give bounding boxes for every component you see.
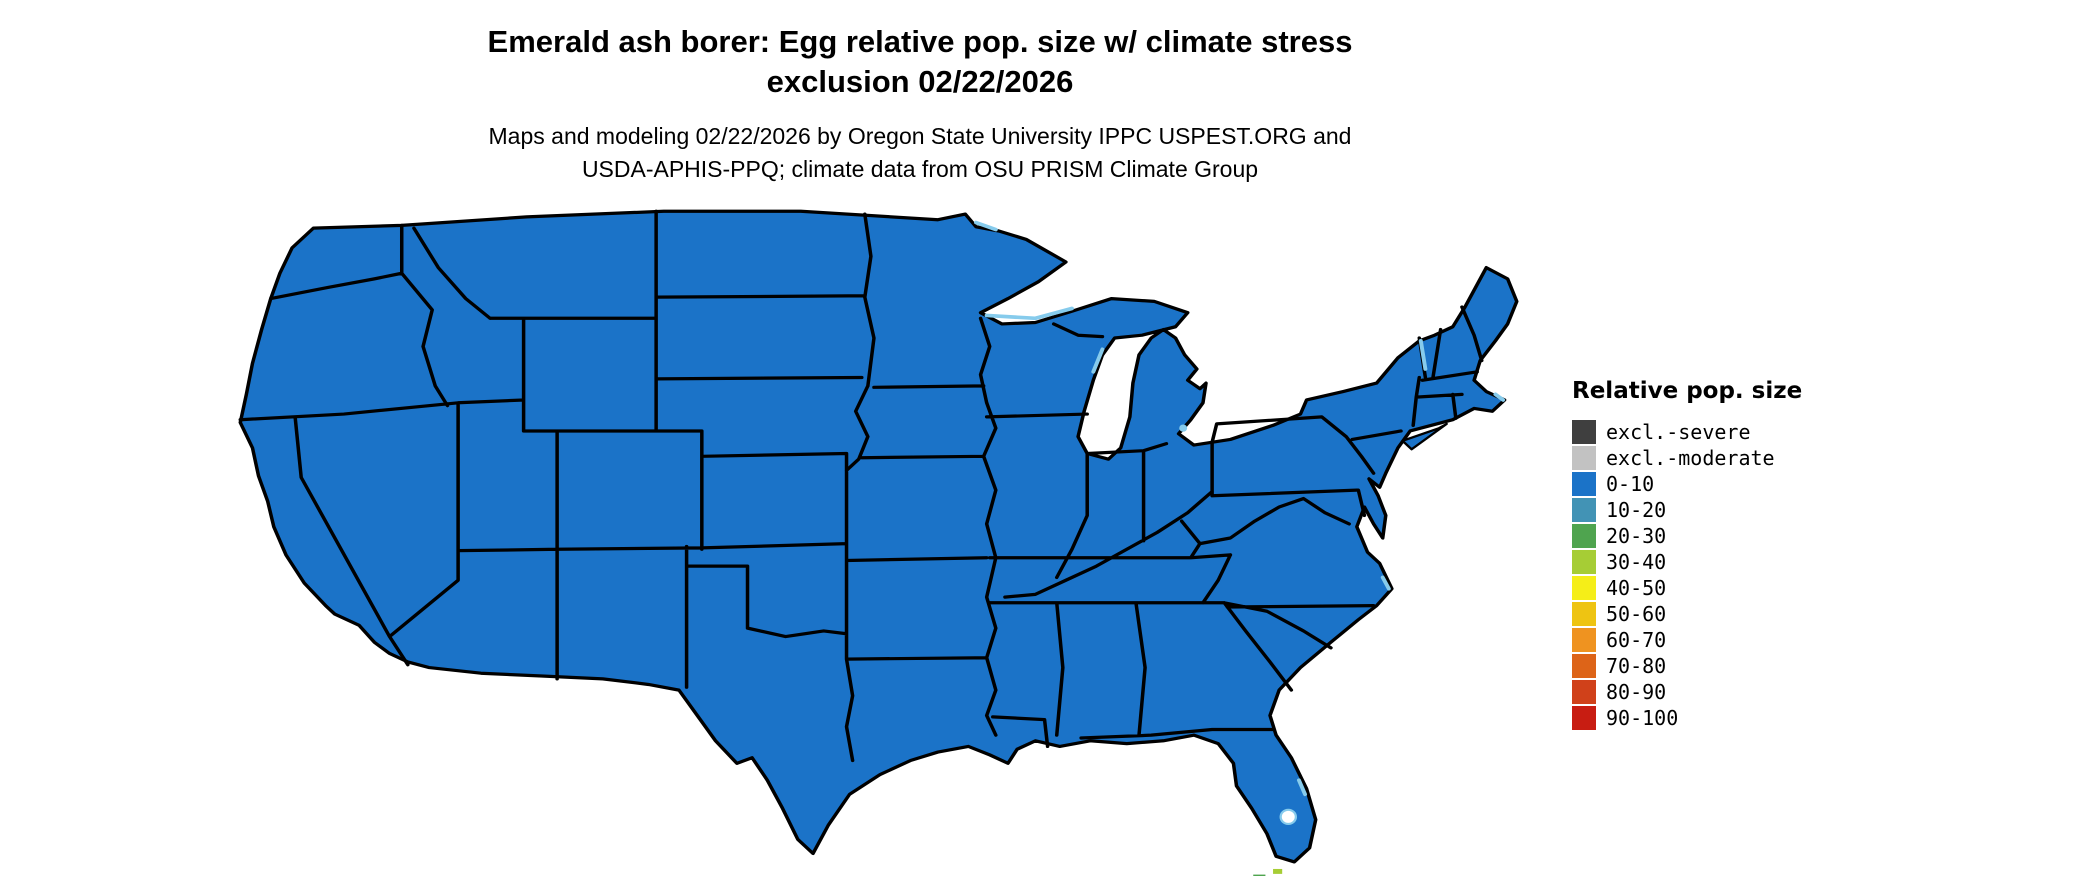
legend-item: 70-80 — [1572, 654, 1802, 678]
state-borders — [238, 209, 1484, 763]
legend: Relative pop. size excl.-severe excl.-mod… — [1572, 378, 1802, 732]
legend-swatch — [1572, 524, 1596, 548]
legend-item: 90-100 — [1572, 706, 1802, 730]
legend-item: 80-90 — [1572, 680, 1802, 704]
legend-swatch — [1572, 498, 1596, 522]
legend-swatch — [1572, 576, 1596, 600]
legend-item-label: 70-80 — [1606, 654, 1667, 678]
lake-st-clair-icon — [1179, 424, 1188, 432]
legend-items: excl.-severe excl.-moderate 0-10 10-20 20-30… — [1572, 420, 1802, 730]
map-subtitle-line1: Maps and modeling 02/22/2026 by Oregon S… — [488, 123, 1352, 149]
legend-item-label: 90-100 — [1606, 706, 1679, 730]
us-map-outline — [238, 209, 1519, 864]
legend-item: 30-40 — [1572, 550, 1802, 574]
map-title-line1: Emerald ash borer: Egg relative pop. siz… — [487, 24, 1353, 59]
florida-keys-speck — [1273, 868, 1283, 874]
map-title-line2: exclusion 02/22/2026 — [766, 64, 1074, 99]
legend-item-label: 50-60 — [1606, 602, 1667, 626]
legend-item: 0-10 — [1572, 472, 1802, 496]
lake-okeechobee-icon — [1279, 808, 1298, 825]
legend-swatch — [1572, 550, 1596, 574]
map-subtitle: Maps and modeling 02/22/2026 by Oregon S… — [95, 120, 1745, 186]
legend-item: 60-70 — [1572, 628, 1802, 652]
legend-item-label: 80-90 — [1606, 680, 1667, 704]
legend-swatch — [1572, 472, 1596, 496]
legend-item-label: 30-40 — [1606, 550, 1667, 574]
legend-swatch — [1572, 628, 1596, 652]
legend-swatch — [1572, 680, 1596, 704]
legend-item-label: 60-70 — [1606, 628, 1667, 652]
legend-item: excl.-severe — [1572, 420, 1802, 444]
legend-item-label: excl.-severe — [1606, 420, 1751, 444]
legend-item-label: 40-50 — [1606, 576, 1667, 600]
lake-edge-highlight — [974, 220, 1506, 797]
us-map — [238, 209, 1519, 876]
legend-swatch — [1572, 706, 1596, 730]
legend-swatch — [1572, 420, 1596, 444]
legend-swatch — [1572, 602, 1596, 626]
legend-item-label: 20-30 — [1606, 524, 1667, 548]
legend-item-label: 10-20 — [1606, 498, 1667, 522]
map-title: Emerald ash borer: Egg relative pop. siz… — [95, 22, 1745, 102]
map-subtitle-line2: USDA-APHIS-PPQ; climate data from OSU PR… — [581, 156, 1259, 182]
florida-keys-speck — [1253, 874, 1266, 876]
legend-item: 40-50 — [1572, 576, 1802, 600]
long-island-shape — [1401, 422, 1448, 451]
legend-swatch — [1572, 446, 1596, 470]
legend-item-label: 0-10 — [1606, 472, 1655, 496]
legend-item: excl.-moderate — [1572, 446, 1802, 470]
legend-item: 50-60 — [1572, 602, 1802, 626]
legend-swatch — [1572, 654, 1596, 678]
legend-item: 10-20 — [1572, 498, 1802, 522]
legend-title: Relative pop. size — [1572, 378, 1803, 404]
legend-item-label: excl.-moderate — [1606, 446, 1775, 470]
legend-item: 20-30 — [1572, 524, 1802, 548]
